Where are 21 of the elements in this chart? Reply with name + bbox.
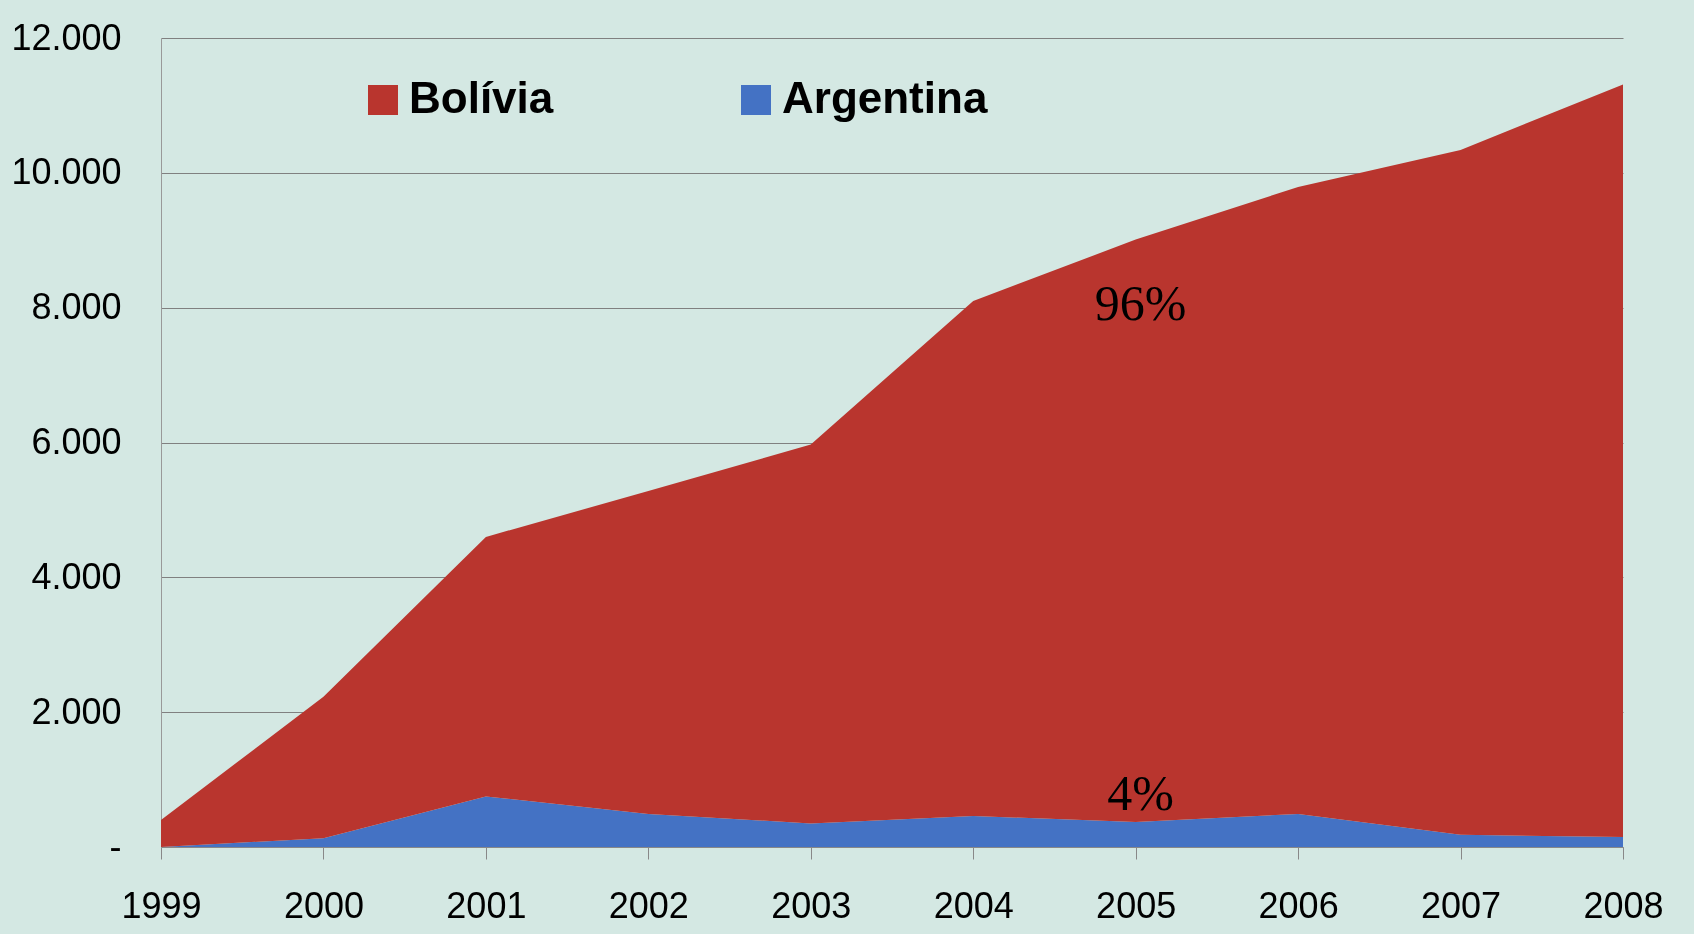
x-tick-label: 2000	[283, 884, 364, 926]
y-tick-label: 6.000	[31, 421, 122, 462]
y-tick-label: 10.000	[11, 151, 122, 193]
x-tick-label: 2008	[1583, 884, 1664, 926]
legend-label: Bolívia	[409, 73, 554, 122]
x-tick-label: 1999	[121, 884, 202, 926]
x-tick-label: 2002	[608, 884, 689, 926]
annotation: 4%	[1107, 765, 1174, 822]
y-tick-label: 4.000	[31, 555, 122, 597]
x-tick-label: 2003	[771, 884, 852, 926]
x-tick-label: 2005	[1096, 884, 1177, 926]
x-tick-label: 2006	[1258, 884, 1339, 926]
y-tick-label: 8.000	[31, 286, 122, 328]
x-tick-label: 2001	[446, 884, 527, 926]
x-tick-label: 2004	[933, 884, 1014, 926]
y-tick-label: 12.000	[11, 16, 122, 58]
y-tick-label: -	[109, 825, 122, 867]
x-tick-label: 2007	[1421, 884, 1502, 926]
annotation: 96%	[1094, 275, 1187, 332]
legend-label: Argentina	[782, 73, 988, 122]
y-tick-label: 2.000	[31, 690, 122, 732]
